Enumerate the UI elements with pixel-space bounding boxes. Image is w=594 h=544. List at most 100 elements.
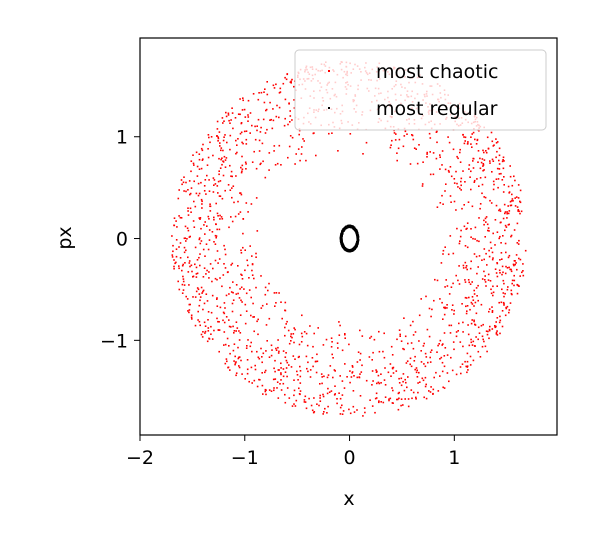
- chaotic-point: [290, 366, 293, 368]
- chaotic-point: [418, 371, 420, 374]
- chaotic-point: [195, 266, 198, 269]
- chaotic-point: [398, 397, 400, 400]
- chaotic-point: [502, 279, 505, 282]
- chaotic-point: [503, 203, 506, 206]
- chaotic-point: [501, 265, 504, 268]
- chaotic-point: [466, 143, 469, 145]
- chaotic-point: [298, 133, 300, 136]
- chaotic-point: [341, 394, 344, 396]
- chaotic-point: [199, 324, 201, 327]
- chaotic-point: [471, 205, 474, 208]
- chaotic-point: [206, 269, 208, 272]
- chaotic-point: [204, 332, 206, 334]
- legend-box: [294, 49, 547, 131]
- chaotic-point: [207, 311, 210, 313]
- chaotic-point: [183, 284, 186, 286]
- chaotic-point: [313, 132, 315, 134]
- chaotic-point: [220, 147, 223, 149]
- chaotic-point: [216, 317, 218, 320]
- chaotic-point: [221, 285, 223, 288]
- chaotic-point: [491, 158, 494, 161]
- chaotic-point: [213, 179, 216, 181]
- chaotic-point: [519, 212, 521, 215]
- chaotic-point: [468, 344, 471, 347]
- chaotic-point: [223, 263, 225, 265]
- chaotic-point: [250, 314, 252, 317]
- chaotic-point: [290, 340, 292, 342]
- chaotic-point: [356, 376, 359, 379]
- chaotic-point: [204, 221, 206, 223]
- chaotic-point: [202, 158, 204, 160]
- chaotic-point: [282, 375, 285, 378]
- chaotic-point: [518, 257, 520, 260]
- chaotic-point: [207, 248, 210, 251]
- chaotic-point: [482, 149, 484, 152]
- chaotic-point: [286, 387, 289, 389]
- chaotic-point: [242, 142, 244, 145]
- chaotic-point: [253, 379, 256, 382]
- chaotic-point: [285, 323, 287, 325]
- chaotic-point: [514, 197, 516, 199]
- chaotic-point: [494, 326, 496, 329]
- chaotic-point: [181, 283, 184, 286]
- chaotic-point: [491, 171, 493, 173]
- chaotic-point: [413, 360, 416, 362]
- chaotic-point: [214, 277, 217, 280]
- chaotic-point: [199, 218, 201, 220]
- chaotic-point: [304, 401, 307, 403]
- chaotic-point: [487, 147, 490, 150]
- chaotic-point: [188, 284, 190, 286]
- chaotic-point: [498, 154, 501, 157]
- chaotic-point: [513, 175, 515, 178]
- chaotic-point: [247, 211, 249, 213]
- chaotic-point: [439, 375, 441, 377]
- chaotic-point: [195, 290, 198, 293]
- chaotic-point: [190, 211, 192, 213]
- chaotic-point: [204, 233, 206, 235]
- chaotic-point: [510, 270, 513, 273]
- chaotic-point: [235, 361, 237, 363]
- chaotic-point: [357, 351, 360, 353]
- chaotic-point: [352, 405, 355, 408]
- chaotic-point: [222, 149, 224, 152]
- chaotic-point: [242, 218, 244, 220]
- chaotic-point: [469, 355, 472, 358]
- chaotic-point: [348, 408, 350, 411]
- chaotic-point: [464, 360, 466, 363]
- chaotic-point: [171, 254, 174, 256]
- chaotic-point: [218, 195, 221, 197]
- chaotic-point: [477, 284, 479, 287]
- chaotic-point: [234, 363, 236, 366]
- chaotic-point: [225, 316, 228, 318]
- chaotic-point: [204, 330, 207, 333]
- chaotic-point: [247, 99, 250, 102]
- chaotic-point: [326, 412, 328, 414]
- chaotic-point: [430, 386, 432, 388]
- chaotic-point: [250, 366, 253, 369]
- chaotic-point: [424, 385, 427, 388]
- chaotic-point: [303, 140, 305, 142]
- chaotic-point: [336, 398, 338, 400]
- chaotic-point: [463, 204, 465, 206]
- chaotic-point: [496, 285, 498, 287]
- chaotic-point: [511, 198, 514, 200]
- chaotic-point: [239, 288, 241, 290]
- chaotic-point: [489, 325, 491, 328]
- chaotic-point: [204, 255, 206, 257]
- chaotic-point: [404, 130, 407, 133]
- chaotic-point: [498, 147, 501, 150]
- chaotic-point: [400, 377, 403, 380]
- chaotic-point: [172, 250, 174, 253]
- chaotic-point: [316, 353, 318, 356]
- chaotic-point: [294, 163, 296, 165]
- chaotic-point: [495, 321, 497, 323]
- chaotic-point: [442, 343, 444, 345]
- chaotic-point: [426, 153, 428, 155]
- chaotic-point: [477, 150, 480, 152]
- chaotic-point: [487, 227, 490, 229]
- chaotic-point: [234, 355, 236, 358]
- chaotic-point: [420, 361, 423, 363]
- chaotic-point: [482, 323, 484, 326]
- chaotic-point: [238, 297, 241, 299]
- chaotic-point: [189, 303, 191, 306]
